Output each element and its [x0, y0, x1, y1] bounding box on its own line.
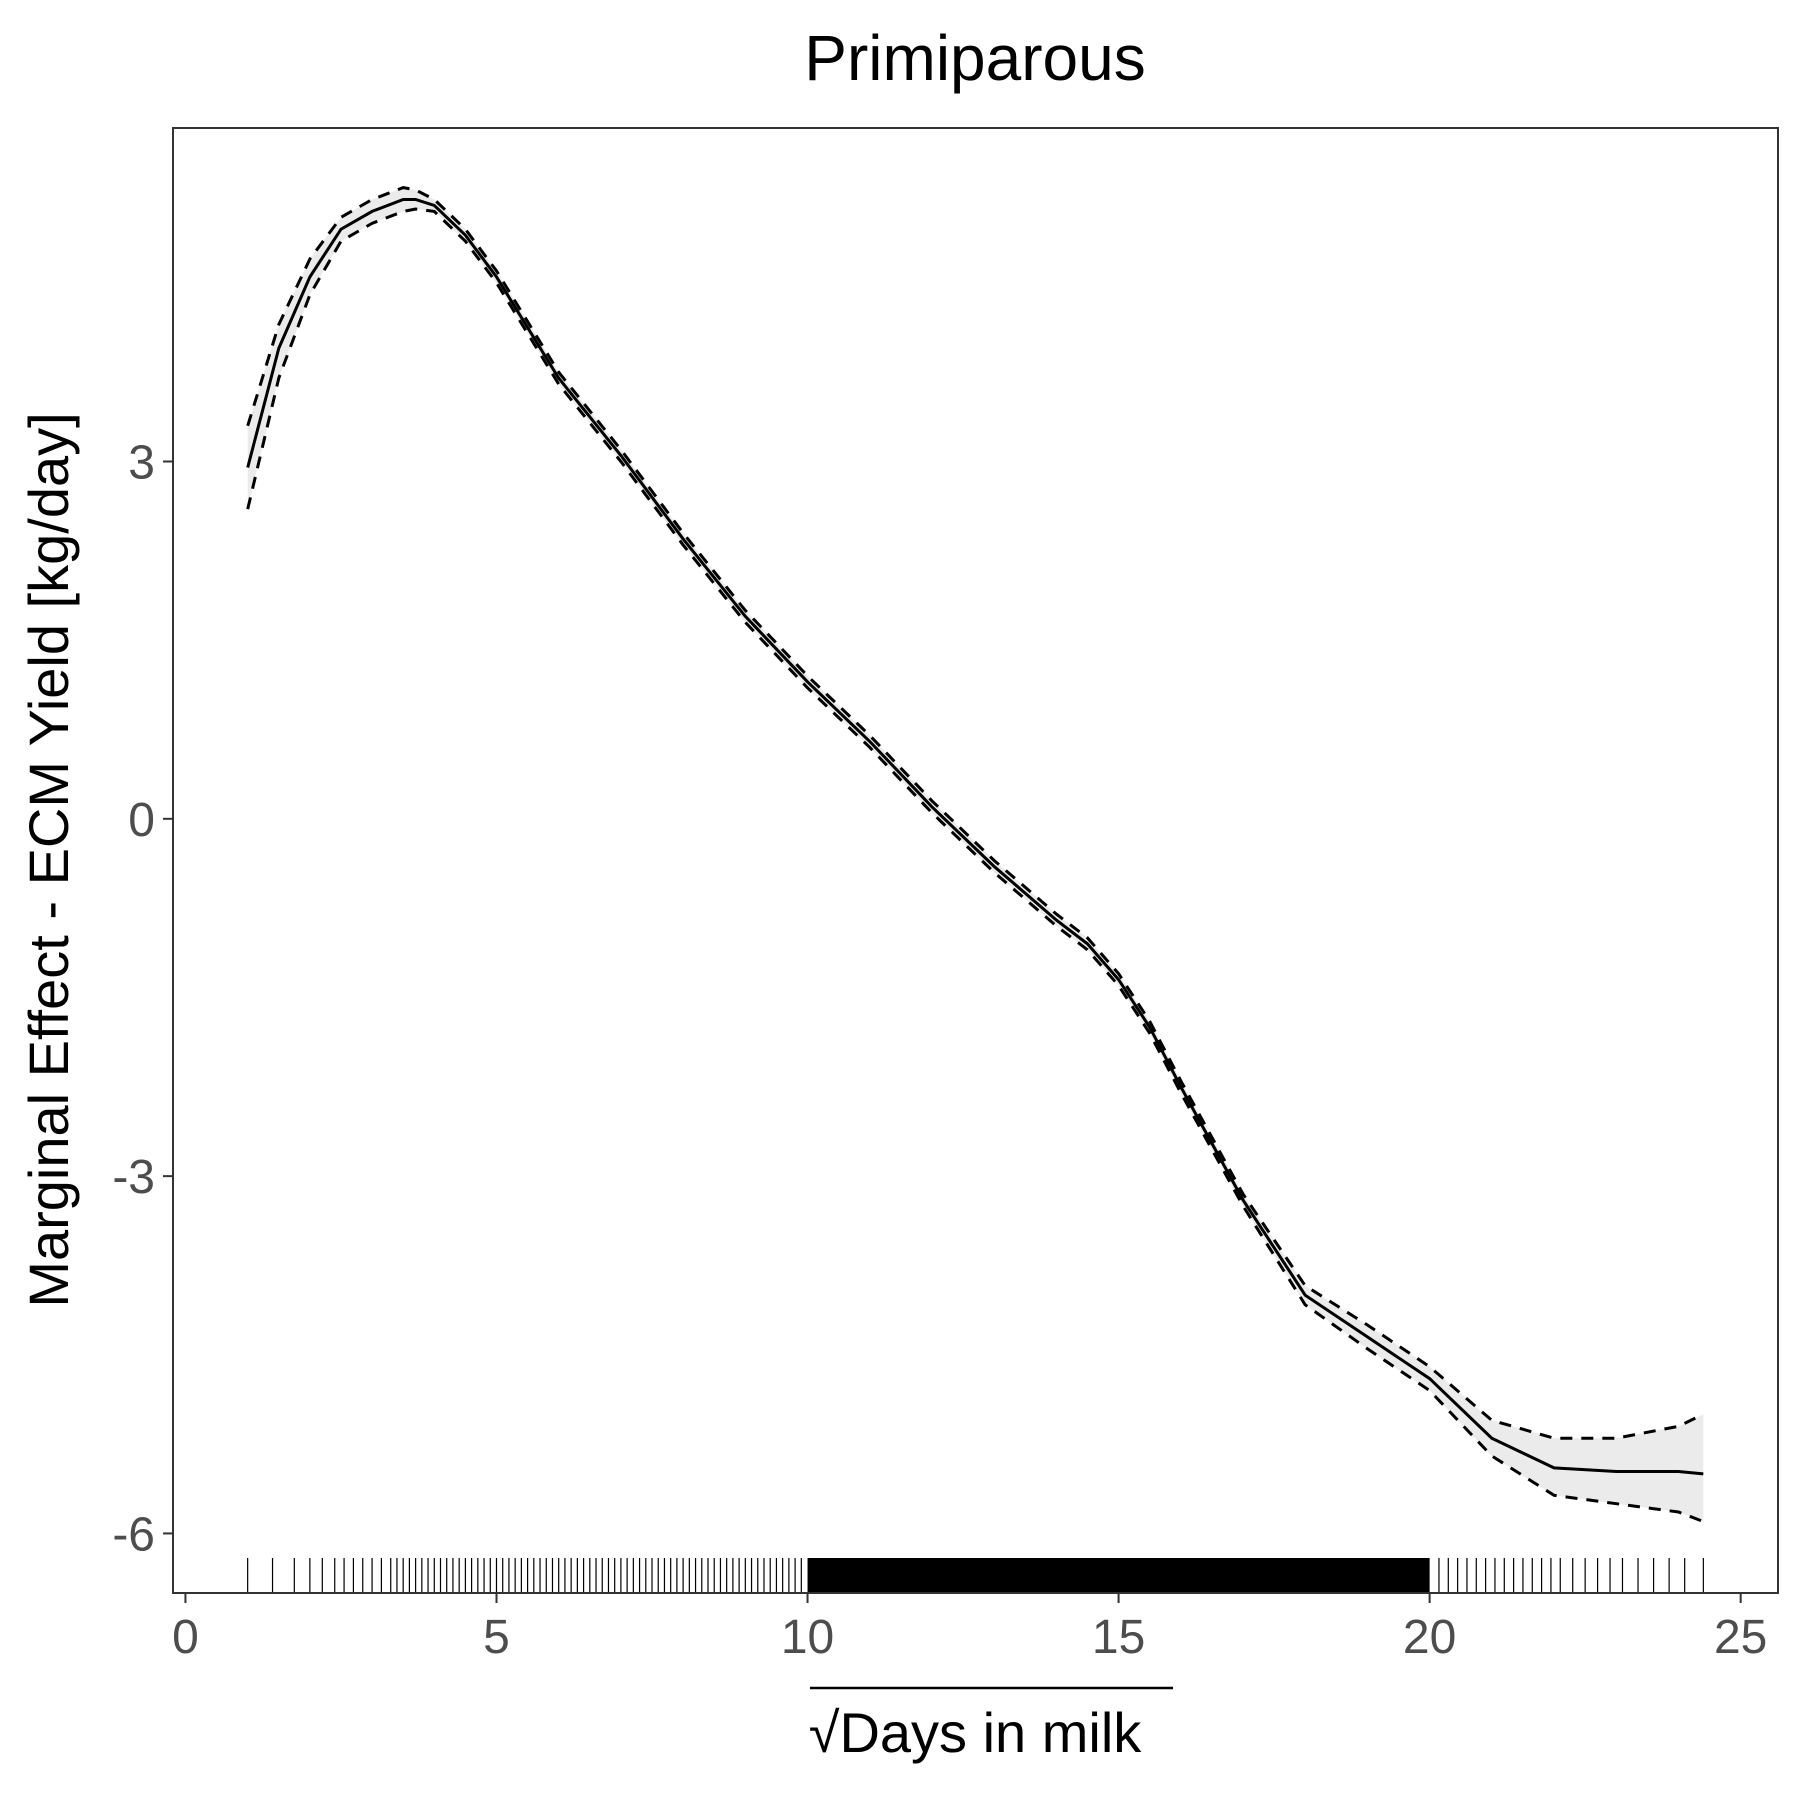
series-upper	[246, 186, 1704, 1440]
series-estimate	[246, 198, 1704, 1476]
x-axis-title-sqrt-sign: √	[809, 1701, 840, 1764]
x-tick-label: 20	[1403, 1611, 1456, 1664]
x-tick-label: 10	[781, 1611, 834, 1664]
x-tick-label: 25	[1714, 1611, 1767, 1664]
y-axis-title: Marginal Effect - ECM Yield [kg/day]	[17, 412, 80, 1307]
plot-border	[172, 127, 1779, 1594]
y-tick-label: 0	[128, 794, 155, 847]
plot-area	[172, 127, 1779, 1594]
rug-marks	[247, 1558, 1704, 1593]
y-axis: 3 0 -3 -6	[112, 436, 173, 1561]
series-lower	[246, 207, 1704, 1523]
rug-dense-block	[807, 1558, 1430, 1593]
y-tick-label: -6	[112, 1508, 155, 1561]
x-axis-title-text: Days in milk	[839, 1701, 1142, 1764]
chart-title: Primiparous	[804, 22, 1145, 94]
series-lines	[246, 186, 1704, 1523]
x-tick-label: 15	[1092, 1611, 1145, 1664]
x-tick-label: 5	[483, 1611, 510, 1664]
y-tick-label: -3	[112, 1151, 155, 1204]
y-tick-label: 3	[128, 436, 155, 489]
x-axis: 0 5 10 15 20 25	[172, 1593, 1767, 1664]
x-axis-title: √Days in milk	[809, 1701, 1143, 1764]
x-tick-label: 0	[172, 1611, 199, 1664]
